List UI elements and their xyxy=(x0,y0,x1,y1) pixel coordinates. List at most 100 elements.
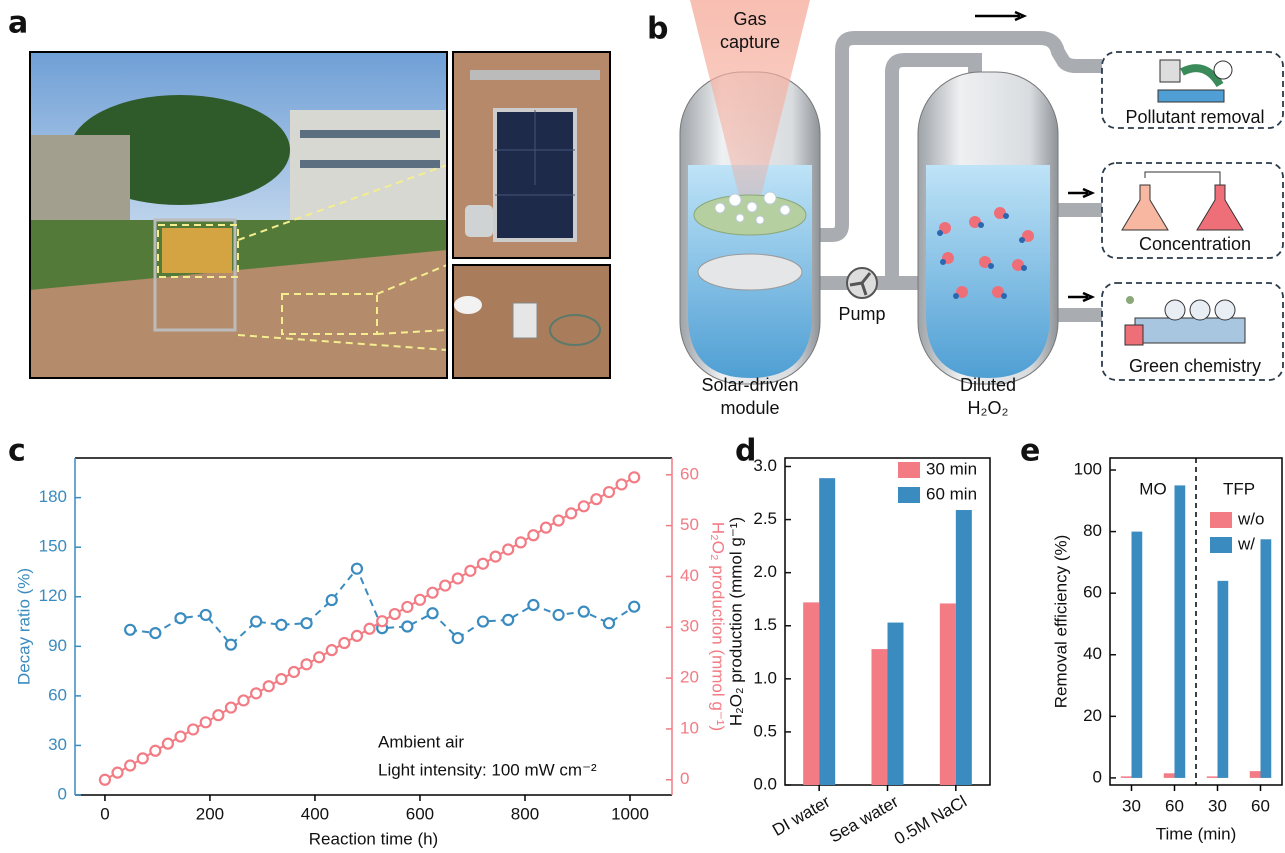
y-tick-label: 1.5 xyxy=(753,615,777,634)
data-point xyxy=(226,640,236,650)
data-point xyxy=(377,616,387,626)
data-point xyxy=(390,609,400,619)
data-point xyxy=(289,667,299,677)
y-axis-label: Decay ratio (%) xyxy=(14,568,33,685)
y-tick-label: 30 xyxy=(680,617,699,636)
y-tick-label: 0.5 xyxy=(753,721,777,740)
bar xyxy=(940,603,956,785)
data-point xyxy=(528,600,538,610)
legend-label: w/ xyxy=(1237,534,1255,553)
y-tick-label: 90 xyxy=(48,636,67,655)
data-point xyxy=(176,732,186,742)
diagram-label: Pollutant removal xyxy=(1125,107,1264,127)
data-point xyxy=(428,588,438,598)
data-point xyxy=(579,607,589,617)
data-point xyxy=(251,617,261,627)
icon-pollutant xyxy=(1158,60,1232,102)
data-point xyxy=(125,625,135,635)
x-tick-label: Sea water xyxy=(826,792,902,847)
x-tick-label: 60 xyxy=(1251,796,1270,815)
y-tick-label: 60 xyxy=(1083,583,1102,602)
data-point xyxy=(528,530,538,540)
data-point xyxy=(352,564,362,574)
bar xyxy=(819,478,835,785)
data-point xyxy=(440,581,450,591)
data-point xyxy=(276,674,286,684)
y-tick-label: 0 xyxy=(58,784,67,803)
data-point xyxy=(327,645,337,655)
diagram-label: capture xyxy=(720,32,780,52)
y-tick-label: 10 xyxy=(680,718,699,737)
bar xyxy=(1132,532,1143,778)
diagram-label: Green chemistry xyxy=(1129,356,1261,376)
x-tick-label: 600 xyxy=(406,804,434,823)
x-tick-label: DI water xyxy=(769,792,834,840)
data-point xyxy=(541,523,551,533)
legend-label: w/o xyxy=(1237,509,1264,528)
y-tick-label: 60 xyxy=(48,685,67,704)
data-point xyxy=(150,628,160,638)
data-point xyxy=(402,622,412,632)
y-tick-label: 40 xyxy=(680,566,699,585)
y-axis-label: Removal efficiency (%) xyxy=(1051,535,1070,709)
photo-panel xyxy=(453,52,610,258)
x-tick-label: 1000 xyxy=(611,804,649,823)
data-point xyxy=(264,681,274,691)
data-point xyxy=(478,559,488,569)
data-point xyxy=(365,624,375,634)
panel-label: e xyxy=(1020,434,1040,469)
pipe xyxy=(1058,210,1102,315)
data-point xyxy=(554,516,564,526)
diagram-label: Concentration xyxy=(1139,234,1251,254)
bar xyxy=(1250,771,1261,778)
x-tick-label: 0.5M NaCl xyxy=(891,792,970,849)
diagram-label: H₂O₂ xyxy=(968,398,1009,418)
data-point xyxy=(327,595,337,605)
figure: a b c d e xyxy=(0,0,1285,853)
y-tick-label: 20 xyxy=(1083,706,1102,725)
y-tick-label: 40 xyxy=(1083,644,1102,663)
data-point xyxy=(201,610,211,620)
diagram-label: Solar-driven xyxy=(701,375,798,395)
y-tick-label: 120 xyxy=(39,586,67,605)
data-point xyxy=(453,633,463,643)
data-point xyxy=(176,613,186,623)
x-tick-label: 60 xyxy=(1165,796,1184,815)
data-point xyxy=(604,618,614,628)
y-tick-label: 150 xyxy=(39,537,67,556)
group-label: MO xyxy=(1139,479,1166,498)
data-point xyxy=(163,739,173,749)
bar xyxy=(888,623,904,785)
data-point xyxy=(415,595,425,605)
y-tick-label: 0.0 xyxy=(753,774,777,793)
charts: 0306090120150180010203040506002004006008… xyxy=(14,456,1282,849)
bar xyxy=(1261,539,1272,778)
data-point xyxy=(503,544,513,554)
y-tick-label: 50 xyxy=(680,515,699,534)
bar xyxy=(803,602,819,785)
icon-flasks xyxy=(1122,172,1243,230)
data-point xyxy=(554,610,564,620)
y-axis-label: H₂O₂ production (mmol g⁻¹) xyxy=(726,517,745,726)
data-point xyxy=(314,652,324,662)
data-point xyxy=(150,746,160,756)
y-tick-label: 100 xyxy=(1074,459,1102,478)
data-point xyxy=(579,501,589,511)
liquid xyxy=(926,165,1050,378)
data-point xyxy=(604,487,614,497)
x-tick-label: 30 xyxy=(1208,796,1227,815)
panel-label: a xyxy=(8,6,28,41)
bar xyxy=(1218,581,1229,778)
data-point xyxy=(428,608,438,618)
data-point xyxy=(465,566,475,576)
annotation: Light intensity: 100 mW cm⁻² xyxy=(378,760,597,779)
bar xyxy=(956,510,972,785)
data-point xyxy=(591,494,601,504)
data-point xyxy=(352,631,362,641)
data-point xyxy=(503,615,513,625)
data-point xyxy=(226,703,236,713)
legend-swatch xyxy=(1210,537,1232,553)
x-tick-label: 800 xyxy=(511,804,539,823)
x-tick-label: 0 xyxy=(100,804,109,823)
photo-sensor xyxy=(453,265,610,378)
